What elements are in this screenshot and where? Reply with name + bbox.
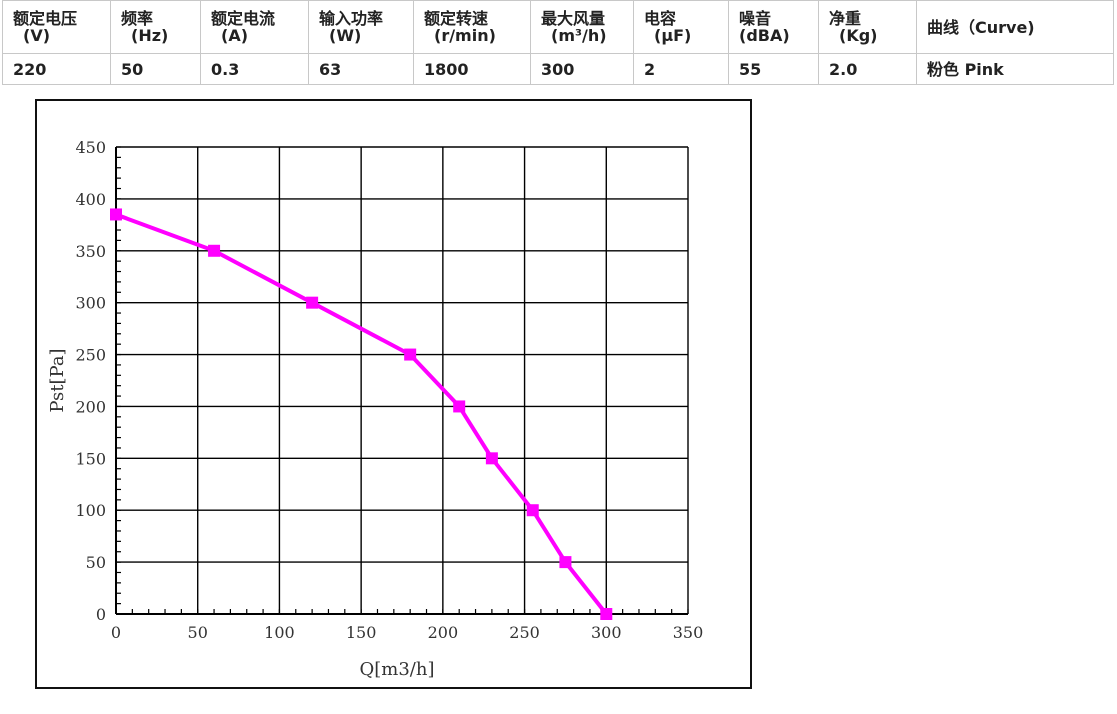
y-tick-label: 150 [75, 449, 106, 468]
header-unit: (Hz) [131, 26, 169, 45]
data-point-marker [485, 452, 498, 465]
header-noise: 噪音 (dBA) [728, 0, 819, 54]
data-point-marker [453, 400, 466, 413]
header-unit: (A) [221, 26, 249, 45]
value-max-airflow: 300 [530, 53, 634, 85]
header-curve: 曲线（Curve) [916, 0, 1114, 54]
data-point-marker [306, 296, 319, 309]
x-tick-label: 250 [509, 623, 540, 642]
header-name: 额定转速 [424, 9, 489, 28]
value-frequency: 50 [110, 53, 201, 85]
header-frequency: 频率 (Hz) [110, 0, 201, 54]
x-tick-label: 50 [188, 623, 208, 642]
header-name: 净重 [829, 9, 862, 28]
header-unit: (dBA) [739, 26, 790, 45]
header-rated-speed: 额定转速 (r/min) [413, 0, 531, 54]
data-point-marker [600, 608, 613, 620]
x-tick-label: 350 [673, 623, 704, 642]
x-tick-label: 0 [111, 623, 121, 642]
header-rated-current: 额定电流 (A) [200, 0, 309, 54]
y-tick-label: 350 [75, 242, 106, 261]
performance-curve-chart: 0 50 100 150 200 250 300 350 0 50 100 150 200 250 300 3… [47, 138, 704, 680]
header-unit: (m³/h) [551, 26, 607, 45]
value-rated-current: 0.3 [200, 53, 309, 85]
x-tick-label: 100 [264, 623, 295, 642]
y-axis-label: Pst[Pa] [47, 348, 68, 412]
header-name: 输入功率 [319, 9, 384, 28]
spec-table: 额定电压 (V) 频率 (Hz) 额定电流 (A) 输入功率 (W) 额定转速 (r/mi… [2, 0, 1114, 85]
header-input-power: 输入功率 (W) [308, 0, 414, 54]
header-name: 噪音 [739, 9, 772, 28]
header-max-airflow: 最大风量 (m³/h) [530, 0, 634, 54]
value-curve: 粉色 Pink [916, 53, 1114, 85]
header-rated-voltage: 额定电压 (V) [2, 0, 111, 54]
header-name: 额定电流 [211, 9, 276, 28]
chart-frame: 0 50 100 150 200 250 300 350 0 50 100 150 200 250 300 3… [35, 99, 752, 689]
header-name: 电容 [644, 9, 677, 28]
header-net-weight: 净重 (Kg) [818, 0, 917, 54]
x-tick-label: 200 [428, 623, 459, 642]
y-tick-label: 100 [75, 501, 106, 520]
y-tick-label: 400 [75, 190, 106, 209]
header-unit: (μF) [654, 26, 692, 45]
y-tick-label: 250 [75, 346, 106, 365]
x-tick-label: 150 [346, 623, 377, 642]
header-unit: (Kg) [839, 26, 878, 45]
y-tick-label: 50 [86, 553, 106, 572]
header-name: 额定电压 [13, 9, 78, 28]
x-axis-label: Q[m3/h] [360, 659, 435, 680]
data-point-marker [110, 208, 122, 221]
y-tick-label: 300 [75, 294, 106, 313]
data-point-marker [559, 556, 572, 569]
header-unit: (W) [329, 26, 362, 45]
data-point-marker [208, 244, 221, 257]
spec-value-row: 220 50 0.3 63 1800 300 2 55 2.0 粉色 Pink [2, 53, 1114, 85]
data-point-marker [404, 348, 417, 361]
x-tick-label: 300 [591, 623, 622, 642]
header-name: 频率 [121, 9, 154, 28]
y-tick-label: 450 [75, 138, 106, 157]
spec-header-row: 额定电压 (V) 频率 (Hz) 额定电流 (A) 输入功率 (W) 额定转速 (r/mi… [2, 0, 1114, 54]
value-net-weight: 2.0 [818, 53, 917, 85]
value-capacitance: 2 [633, 53, 729, 85]
value-input-power: 63 [308, 53, 414, 85]
header-unit: (r/min) [434, 26, 496, 45]
y-tick-label: 0 [96, 605, 106, 624]
value-noise: 55 [728, 53, 819, 85]
header-capacitance: 电容 (μF) [633, 0, 729, 54]
value-rated-voltage: 220 [2, 53, 111, 85]
data-point-marker [526, 504, 539, 517]
y-tick-label: 200 [75, 397, 106, 416]
header-name: 曲线（Curve) [927, 17, 1035, 37]
value-rated-speed: 1800 [413, 53, 531, 85]
header-unit: (V) [23, 26, 51, 45]
header-name: 最大风量 [541, 9, 606, 28]
